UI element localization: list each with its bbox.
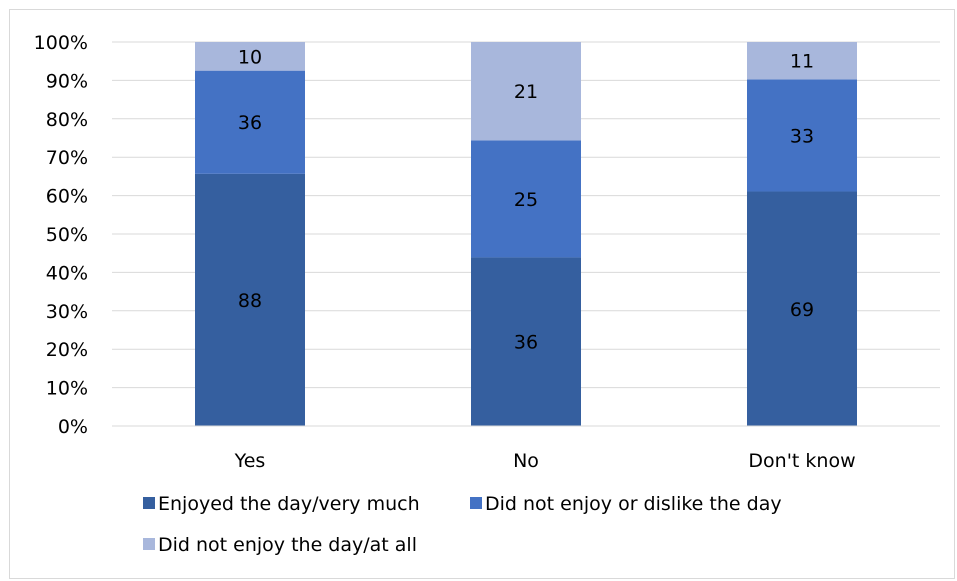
y-tick-label: 10% <box>46 378 88 400</box>
bar-segment <box>195 70 305 174</box>
x-category-label: No <box>513 450 539 472</box>
data-label: 88 <box>238 290 262 312</box>
y-tick-label: 80% <box>46 109 88 131</box>
bar-segment <box>747 42 857 80</box>
data-label: 10 <box>238 46 262 68</box>
y-tick-label: 90% <box>46 70 88 92</box>
legend-swatch <box>470 497 482 509</box>
y-tick-label: 100% <box>34 32 88 54</box>
bar-segment <box>471 140 581 258</box>
legend-entry: Enjoyed the day/very much <box>158 493 420 515</box>
y-axis: 0% 10% 20% 30% 40% 50% 60% 70% 80% 90% 100% <box>34 32 88 438</box>
bar-segment <box>747 191 857 426</box>
bar-segment <box>195 42 305 71</box>
legend-entry: Did not enjoy or dislike the day <box>485 493 782 515</box>
legend-swatch <box>143 538 155 550</box>
data-label: 33 <box>790 125 814 147</box>
y-tick-label: 0% <box>58 416 88 438</box>
x-axis: Yes No Don't know <box>112 425 940 472</box>
x-category-label: Yes <box>234 450 266 472</box>
y-tick-label: 60% <box>46 186 88 208</box>
y-tick-label: 30% <box>46 301 88 323</box>
legend: Enjoyed the day/very much Did not enjoy o… <box>143 493 782 556</box>
data-label: 21 <box>514 81 538 103</box>
y-tick-label: 20% <box>46 339 88 361</box>
data-label: 36 <box>514 332 538 354</box>
bar-segment <box>471 42 581 141</box>
legend-entry: Did not enjoy the day/at all <box>158 534 417 556</box>
y-tick-label: 70% <box>46 147 88 169</box>
bar-segment <box>195 173 305 426</box>
data-label: 11 <box>790 51 814 73</box>
bar-segment <box>471 257 581 426</box>
y-tick-label: 50% <box>46 224 88 246</box>
data-label: 25 <box>514 189 538 211</box>
data-label: 69 <box>790 299 814 321</box>
data-label: 36 <box>238 112 262 134</box>
bar-segment <box>747 79 857 192</box>
y-tick-label: 40% <box>46 262 88 284</box>
x-category-label: Don't know <box>748 450 855 472</box>
bars: 88 36 10 36 25 21 69 33 11 <box>195 42 857 426</box>
legend-swatch <box>143 497 155 509</box>
